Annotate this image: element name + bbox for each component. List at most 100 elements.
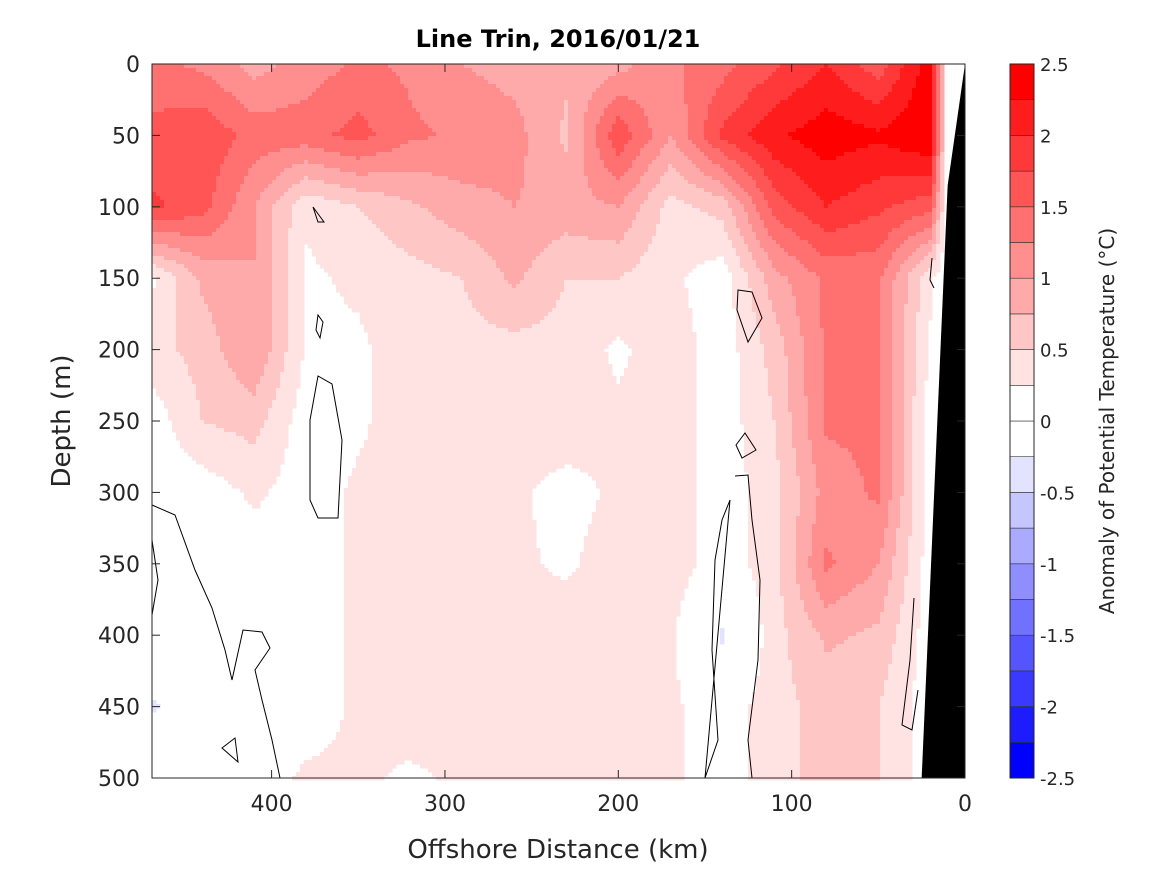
- contour-cell: [372, 356, 609, 361]
- contour-cell: [880, 712, 913, 717]
- contour-cell: [740, 396, 773, 401]
- contour-cell: [152, 108, 165, 113]
- contour-cell: [876, 564, 893, 569]
- contour-cell: [496, 324, 533, 329]
- contour-cell: [736, 328, 761, 333]
- contour-cell: [940, 152, 945, 157]
- contour-cell: [400, 144, 529, 149]
- contour-cell: [760, 340, 785, 345]
- contour-cell: [892, 484, 905, 489]
- contour-cell: [580, 564, 697, 569]
- contour-cell: [356, 204, 421, 209]
- contour-cell: [572, 572, 693, 577]
- contour-cell: [800, 704, 881, 709]
- contour-cell: [288, 328, 305, 333]
- contour-cell: [368, 336, 617, 341]
- contour-cell: [344, 544, 537, 549]
- contour-cell: [880, 296, 893, 301]
- contour-cell: [288, 188, 357, 193]
- contour-cell: [812, 532, 885, 537]
- contour-cell: [776, 448, 797, 453]
- contour-cell: [272, 340, 289, 345]
- contour-cell: [764, 640, 789, 645]
- contour-cell: [908, 256, 925, 261]
- contour-cell: [884, 600, 905, 605]
- contour-cell: [372, 384, 697, 389]
- contour-cell: [216, 472, 281, 477]
- contour-cell: [272, 300, 289, 305]
- contour-cell: [780, 520, 797, 525]
- contour-cell: [560, 296, 689, 301]
- contour-cell: [344, 672, 677, 677]
- contour-cell: [632, 160, 653, 165]
- contour-cell: [764, 220, 781, 225]
- contour-cell: [160, 396, 197, 401]
- contour-cell: [736, 224, 753, 229]
- contour-cell: [752, 300, 773, 305]
- contour-cell: [808, 184, 861, 189]
- contour-cell: [756, 680, 793, 685]
- contour-cell: [892, 448, 905, 453]
- contour-cell: [244, 176, 277, 181]
- contour-cell: [812, 76, 841, 81]
- contour-cell: [628, 168, 649, 173]
- contour-cell: [492, 256, 537, 261]
- contour-cell: [344, 680, 681, 685]
- contour-cell: [784, 340, 805, 345]
- contour-cell: [200, 400, 273, 405]
- contour-cell: [800, 592, 821, 597]
- contour-cell: [740, 164, 761, 169]
- contour-cell: [276, 108, 417, 113]
- contour-cell: [740, 360, 765, 365]
- contour-cell: [880, 416, 893, 421]
- contour-cell: [892, 564, 909, 569]
- contour-cell: [892, 656, 917, 661]
- contour-cell: [564, 108, 569, 113]
- contour-cell: [884, 268, 901, 273]
- contour-cell: [892, 392, 905, 397]
- contour-cell: [268, 356, 285, 361]
- contour-cell: [824, 352, 881, 357]
- contour-cell: [912, 396, 925, 401]
- contour-cell: [908, 552, 925, 557]
- contour-cell: [212, 200, 237, 205]
- contour-cell: [764, 632, 789, 637]
- contour-cell: [272, 332, 289, 337]
- contour-cell: [568, 232, 625, 237]
- contour-cell: [152, 708, 157, 713]
- colorbar-level: [1009, 634, 1035, 672]
- contour-cell: [628, 228, 657, 233]
- contour-cell: [728, 268, 745, 273]
- contour-cell: [780, 332, 801, 337]
- contour-cell: [936, 192, 941, 197]
- contour-cell: [820, 300, 881, 305]
- contour-cell: [704, 128, 721, 133]
- contour-cell: [812, 576, 869, 581]
- contour-cell: [476, 184, 525, 189]
- contour-cell: [724, 256, 741, 261]
- contour-cell: [640, 180, 661, 185]
- contour-cell: [360, 320, 489, 325]
- contour-cell: [912, 268, 929, 273]
- contour-cell: [752, 156, 773, 161]
- contour-cell: [900, 68, 921, 73]
- contour-cell: [684, 100, 713, 105]
- contour-cell: [504, 272, 525, 277]
- contour-cell: [912, 424, 925, 429]
- contour-cell: [636, 156, 657, 161]
- contour-cell: [780, 592, 801, 597]
- contour-cell: [888, 260, 905, 265]
- contour-cell: [628, 140, 649, 145]
- contour-cell: [196, 68, 245, 73]
- contour-cell: [748, 544, 781, 549]
- contour-cell: [512, 284, 517, 289]
- contour-cell: [908, 100, 933, 105]
- contour-cell: [808, 404, 825, 409]
- contour-cell: [200, 280, 273, 285]
- contour-cell: [892, 652, 917, 657]
- contour-cell: [372, 376, 617, 381]
- contour-cell: [912, 404, 925, 409]
- contour-cell: [940, 208, 945, 213]
- contour-cell: [892, 252, 913, 257]
- contour-cell: [780, 324, 801, 329]
